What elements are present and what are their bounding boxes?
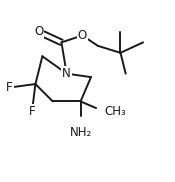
Text: O: O	[34, 25, 44, 38]
Text: F: F	[29, 105, 35, 118]
Text: CH₃: CH₃	[105, 105, 127, 118]
Text: N: N	[62, 67, 71, 80]
Text: O: O	[78, 29, 87, 42]
Text: NH₂: NH₂	[69, 126, 92, 139]
Text: F: F	[6, 81, 13, 94]
